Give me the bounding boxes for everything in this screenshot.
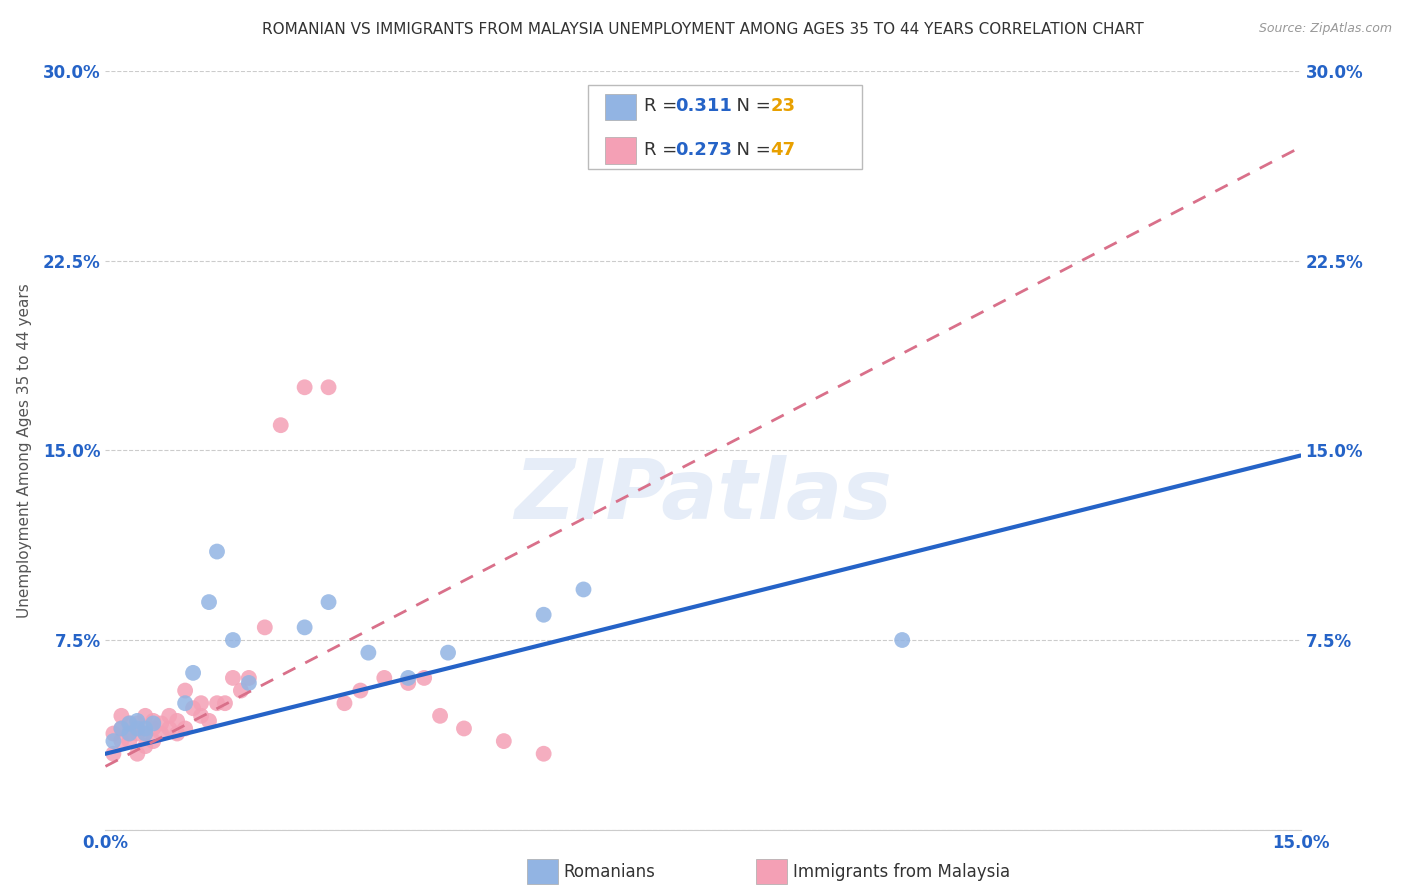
Point (214, 696, 236, 710)
Point (198, 595, 221, 609)
Point (333, 696, 356, 710)
Point (198, 714, 221, 728)
Point (118, 716, 141, 731)
Point (142, 722, 165, 736)
Point (118, 726, 141, 740)
Point (190, 708, 212, 723)
Y-axis label: Unemployment Among Ages 35 to 44 years: Unemployment Among Ages 35 to 44 years (17, 283, 32, 618)
Text: R =: R = (644, 141, 683, 159)
Point (134, 708, 156, 723)
Point (181, 701, 204, 715)
Point (103, 726, 125, 740)
Point (492, 734, 515, 748)
Point (142, 716, 165, 731)
Point (533, 747, 555, 761)
Point (127, 714, 149, 728)
Point (103, 747, 125, 761)
Point (222, 633, 245, 648)
Text: 47: 47 (770, 141, 796, 159)
Point (127, 722, 149, 736)
Text: R =: R = (644, 97, 683, 115)
Point (118, 716, 141, 731)
Point (429, 708, 451, 723)
Point (357, 646, 380, 660)
Point (174, 683, 197, 698)
Point (229, 683, 252, 698)
Point (166, 714, 188, 728)
Point (205, 696, 228, 710)
Text: 23: 23 (770, 97, 796, 115)
Point (190, 696, 212, 710)
Point (453, 722, 475, 736)
Point (142, 734, 165, 748)
Point (103, 734, 125, 748)
Text: 0.311: 0.311 (675, 97, 731, 115)
Point (238, 676, 260, 690)
Point (181, 665, 204, 680)
Point (118, 734, 141, 748)
Point (891, 633, 914, 648)
Point (127, 716, 149, 731)
Point (118, 726, 141, 740)
Point (294, 620, 316, 634)
Point (110, 722, 132, 736)
Point (157, 722, 180, 736)
Text: N =: N = (725, 141, 778, 159)
Text: Romanians: Romanians (564, 863, 655, 881)
Text: N =: N = (725, 97, 778, 115)
Point (110, 708, 132, 723)
Point (294, 380, 316, 394)
Point (396, 676, 419, 690)
Point (127, 747, 149, 761)
Point (349, 683, 371, 698)
Point (134, 739, 156, 753)
Point (157, 708, 180, 723)
Point (150, 726, 173, 740)
Point (110, 734, 132, 748)
Point (572, 582, 595, 597)
Point (396, 671, 419, 685)
Text: ROMANIAN VS IMMIGRANTS FROM MALAYSIA UNEMPLOYMENT AMONG AGES 35 TO 44 YEARS CORR: ROMANIAN VS IMMIGRANTS FROM MALAYSIA UNE… (262, 22, 1144, 37)
Point (134, 726, 156, 740)
Point (205, 544, 228, 558)
Point (174, 696, 197, 710)
Point (437, 646, 460, 660)
Point (150, 716, 173, 731)
Text: ZIPatlas: ZIPatlas (515, 456, 891, 536)
Point (318, 380, 340, 394)
Point (174, 722, 197, 736)
Point (110, 722, 132, 736)
Point (166, 726, 188, 740)
Point (134, 726, 156, 740)
Text: 0.273: 0.273 (675, 141, 731, 159)
Point (413, 671, 436, 685)
Point (253, 620, 276, 634)
Text: Immigrants from Malaysia: Immigrants from Malaysia (793, 863, 1010, 881)
Point (222, 671, 245, 685)
Point (142, 714, 165, 728)
Point (373, 671, 395, 685)
Point (134, 722, 156, 736)
Point (533, 607, 555, 622)
Point (127, 726, 149, 740)
Point (270, 418, 292, 433)
Point (318, 595, 340, 609)
Text: Source: ZipAtlas.com: Source: ZipAtlas.com (1258, 22, 1392, 36)
Point (238, 671, 260, 685)
